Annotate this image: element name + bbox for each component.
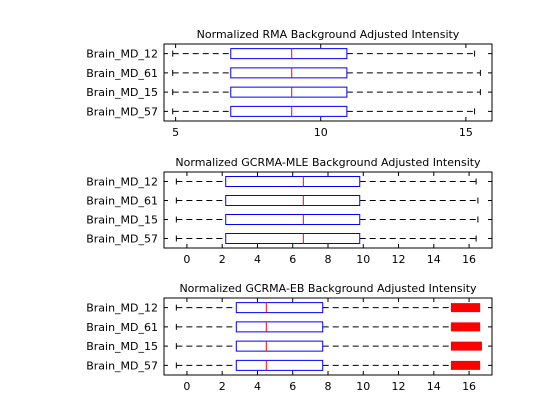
x-tick-label: 4	[254, 253, 261, 266]
outlier-markers	[450, 303, 481, 313]
box	[225, 233, 361, 244]
x-tick-label: 10	[356, 380, 370, 393]
box	[225, 214, 361, 225]
x-tick-label: 0	[183, 253, 190, 266]
x-tick-label: 0	[183, 380, 190, 393]
x-tick-label: 2	[219, 253, 226, 266]
x-tick-label: 4	[254, 380, 261, 393]
x-tick-label: 10	[314, 126, 328, 139]
box	[230, 105, 348, 117]
x-tick-label: 10	[356, 253, 370, 266]
outlier-markers	[450, 360, 481, 370]
category-label: Brain_MD_61	[86, 67, 158, 80]
category-label: Brain_MD_12	[86, 302, 158, 315]
box	[235, 359, 324, 371]
category-label: Brain_MD_15	[86, 86, 158, 99]
panel-title: Normalized GCRMA-MLE Background Adjusted…	[175, 156, 481, 169]
x-tick-label: 12	[392, 380, 406, 393]
category-label: Brain_MD_61	[86, 321, 158, 334]
panel-title: Normalized GCRMA-EB Background Adjusted …	[179, 282, 477, 295]
box	[230, 67, 348, 79]
x-tick-label: 5	[172, 126, 179, 139]
gcrma-eb-boxplot-panel: Normalized GCRMA-EB Background Adjusted …	[86, 282, 493, 393]
category-label: Brain_MD_57	[86, 105, 158, 118]
category-label: Brain_MD_15	[86, 214, 158, 227]
x-tick-label: 6	[289, 253, 296, 266]
x-tick-label: 12	[392, 253, 406, 266]
box	[235, 321, 324, 333]
box	[230, 48, 348, 60]
box	[230, 86, 348, 98]
category-label: Brain_MD_57	[86, 359, 158, 372]
x-tick-label: 6	[289, 380, 296, 393]
x-tick-label: 15	[459, 126, 473, 139]
box	[235, 302, 324, 314]
x-tick-label: 8	[325, 253, 332, 266]
x-tick-label: 16	[462, 380, 476, 393]
x-tick-label: 14	[427, 253, 441, 266]
rma-boxplot-panel: Normalized RMA Background Adjusted Inten…	[86, 28, 493, 139]
box	[235, 340, 324, 352]
gcrma-mle-boxplot-panel: Normalized GCRMA-MLE Background Adjusted…	[86, 156, 493, 266]
plot-area: 0 2 4 6 8 10 12 14 16 Brain_MD_57 Brain_MD_15 Brain…	[86, 171, 493, 266]
axes-frame	[163, 43, 493, 122]
panel-title: Normalized RMA Background Adjusted Inten…	[197, 28, 460, 41]
x-tick-label: 2	[219, 380, 226, 393]
category-label: Brain_MD_15	[86, 340, 158, 353]
category-label: Brain_MD_61	[86, 195, 158, 208]
category-label: Brain_MD_57	[86, 233, 158, 246]
box	[225, 176, 361, 187]
category-label: Brain_MD_12	[86, 176, 158, 189]
box	[225, 195, 361, 206]
outlier-markers	[450, 322, 481, 332]
x-tick-label: 8	[325, 380, 332, 393]
category-label: Brain_MD_12	[86, 48, 158, 61]
plot-area: 0 2 4 6 8 10 12 14 16 Brain_MD_57 Brain_MD_15 Brain…	[86, 297, 493, 393]
outlier-markers	[450, 341, 482, 351]
x-tick-label: 16	[462, 253, 476, 266]
plot-area: 5 10 15 Brain_MD_57 Brain_MD_15 Brain_MD_61 Br…	[86, 43, 493, 139]
x-tick-label: 14	[427, 380, 441, 393]
